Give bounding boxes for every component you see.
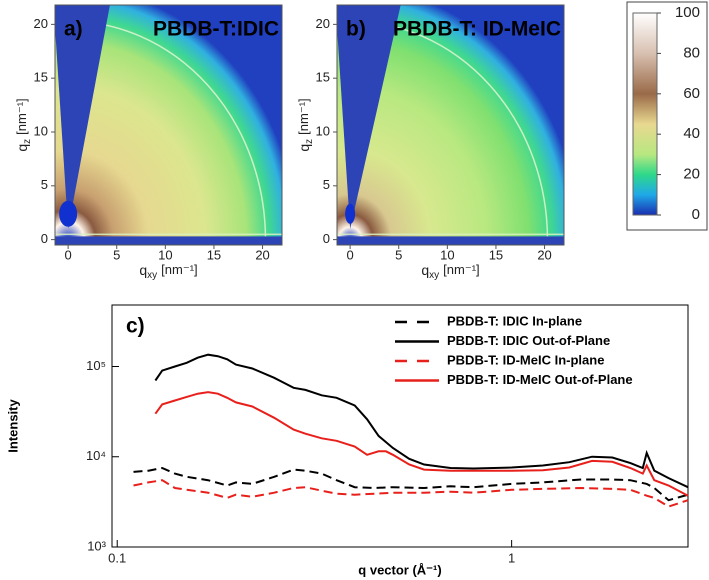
colorbar-tick-label: 20 — [683, 166, 700, 183]
x-tick-label: 10 — [440, 247, 454, 262]
colorbar-tick-label: 100 — [675, 4, 700, 21]
heatmap — [337, 5, 564, 245]
axis-label: qz [nm⁻¹] — [14, 98, 33, 151]
axis-symbol: q — [139, 262, 147, 278]
y-tick-label: 5 — [323, 177, 330, 192]
axis-unit: [nm⁻¹] — [296, 98, 311, 134]
beam-stop — [59, 200, 78, 227]
axis-unit: [nm⁻¹] — [443, 262, 479, 277]
y-tick-label: 15 — [316, 70, 330, 85]
colorbar — [632, 12, 658, 216]
axis-symbol: q — [14, 144, 30, 152]
panel-label: b) — [346, 18, 366, 41]
y-tick-label: 20 — [316, 16, 330, 31]
axis-subscript: xy — [147, 270, 157, 281]
horizon-strip — [55, 236, 282, 245]
x-tick-label: 20 — [537, 247, 551, 262]
axis-unit: [nm⁻¹] — [161, 262, 197, 277]
plot-frame — [54, 4, 283, 246]
x-tick-label: 15 — [207, 247, 221, 262]
axis-label: qxy [nm⁻¹] — [139, 262, 197, 281]
x-tick-label: 5 — [395, 247, 402, 262]
axis-subscript: z — [22, 139, 33, 144]
beam-stop — [345, 203, 356, 224]
panel-label: c) — [126, 315, 145, 338]
x-tick-label: 0.1 — [108, 550, 126, 565]
y-tick-label: 10⁵ — [86, 358, 106, 373]
y-tick-label: 10⁴ — [86, 448, 106, 463]
horizon-strip — [337, 236, 564, 245]
plot-frame — [111, 304, 689, 548]
y-tick-label: 0 — [323, 231, 330, 246]
legend-label: PBDB-T: IDIC In-plane — [447, 313, 582, 328]
missing-wedge — [55, 5, 110, 229]
y-tick-label: 10 — [316, 123, 330, 138]
panel-title: PBDB-T: ID-MeIC — [393, 18, 561, 41]
series-line — [154, 353, 689, 489]
axis-subscript: xy — [429, 270, 439, 281]
x-tick-label: 0 — [347, 247, 354, 262]
y-tick-label: 10 — [34, 123, 48, 138]
colorbar-tick-label: 0 — [692, 206, 700, 223]
y-axis-label: Intensity — [5, 399, 20, 453]
plot-frame — [336, 4, 565, 246]
x-tick-label: 0 — [65, 247, 72, 262]
y-tick-label: 0 — [41, 231, 48, 246]
x-tick-label: 1 — [508, 550, 515, 565]
x-tick-label: 15 — [489, 247, 503, 262]
x-tick-label: 5 — [113, 247, 120, 262]
x-tick-label: 10 — [158, 247, 172, 262]
axis-label: qz [nm⁻¹] — [296, 98, 315, 151]
series-line — [133, 479, 689, 508]
legend-label: PBDB-T: ID-MeIC Out-of-Plane — [447, 372, 633, 387]
axis-label: qxy [nm⁻¹] — [421, 262, 479, 281]
axis-symbol: q — [296, 144, 312, 152]
heatmap — [55, 5, 282, 245]
colorbar-tick-label: 60 — [683, 85, 700, 102]
y-tick-label: 5 — [41, 177, 48, 192]
colorbar-tick-label: 40 — [683, 125, 700, 142]
panel-title: PBDB-T:IDIC — [153, 18, 279, 41]
x-tick-label: 20 — [255, 247, 269, 262]
axis-unit: [nm⁻¹] — [14, 98, 29, 134]
axis-subscript: z — [304, 139, 315, 144]
legend-label: PBDB-T: IDIC Out-of-Plane — [447, 333, 610, 348]
y-tick-label: 15 — [34, 70, 48, 85]
colorbar-tick-label: 80 — [683, 44, 700, 61]
series-line — [133, 466, 689, 502]
axis-symbol: q — [421, 262, 429, 278]
panel-label: a) — [64, 18, 83, 41]
x-axis-label: q vector (Å⁻¹) — [358, 562, 441, 577]
legend-label: PBDB-T: ID-MeIC In-plane — [447, 352, 604, 367]
y-tick-label: 10³ — [87, 538, 106, 553]
y-tick-label: 20 — [34, 16, 48, 31]
missing-wedge — [337, 5, 401, 229]
series-line — [154, 391, 689, 497]
